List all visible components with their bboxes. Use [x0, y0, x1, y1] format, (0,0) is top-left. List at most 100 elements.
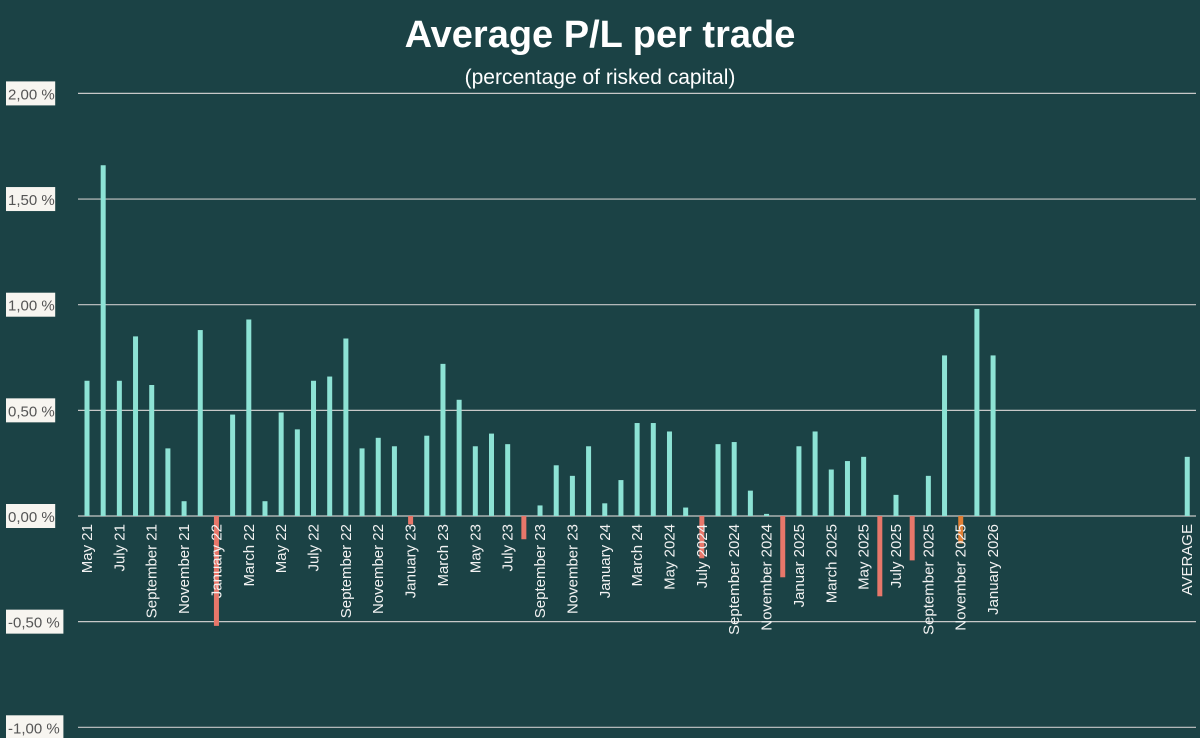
average-bar [1184, 456, 1190, 516]
x-tick-label: January 2026 [985, 524, 1002, 615]
bar [262, 501, 268, 516]
bar [278, 412, 284, 516]
bar [666, 431, 672, 516]
bar [165, 448, 171, 516]
x-tick-label: July 22 [306, 524, 323, 572]
x-tick-label: November 21 [176, 524, 193, 614]
bar [375, 437, 381, 516]
bar [844, 461, 850, 516]
bar [731, 442, 737, 516]
average-label: AVERAGE [1179, 524, 1196, 595]
x-tick-label: July 23 [500, 524, 517, 572]
bar [84, 380, 90, 516]
bar [958, 516, 964, 544]
x-tick-label: March 22 [241, 524, 258, 587]
bar [100, 165, 106, 516]
y-tick-label-bg [6, 292, 56, 317]
bar [893, 494, 899, 516]
x-tick-label: November 2024 [759, 524, 776, 631]
x-tick-label: May 22 [273, 524, 290, 573]
bar [812, 431, 818, 516]
x-tick-label: March 24 [629, 524, 646, 587]
bar [230, 414, 236, 516]
y-tick-label: 1,00 % [8, 298, 55, 315]
y-tick-label-bg [6, 81, 56, 106]
bar [197, 330, 203, 516]
bar [780, 516, 786, 578]
bar [990, 355, 996, 516]
bar [796, 446, 802, 516]
x-tick-label: November 22 [370, 524, 387, 614]
y-tick-label-bg [6, 609, 64, 634]
bar [618, 480, 624, 516]
bar [569, 475, 575, 516]
bar [181, 501, 187, 516]
x-tick-label: January 24 [597, 524, 614, 598]
x-tick-label: May 2024 [661, 524, 678, 590]
y-tick-label-bg [6, 504, 56, 528]
x-tick-label: May 23 [467, 524, 484, 573]
bar [715, 444, 721, 516]
bar [149, 384, 155, 516]
bar [974, 308, 980, 516]
x-tick-label: September 2024 [726, 524, 743, 635]
bar [602, 503, 608, 516]
bar [877, 516, 883, 597]
x-tick-label: January 23 [403, 524, 420, 598]
y-tick-label-bg [6, 187, 56, 212]
y-tick-label: -0,50 % [8, 615, 60, 632]
bar [489, 433, 494, 516]
bar [505, 444, 511, 516]
x-tick-label: July 21 [111, 524, 128, 572]
x-tick-label: May 2025 [856, 524, 873, 590]
bar [133, 336, 139, 516]
bar [634, 423, 640, 516]
x-tick-label: July 2025 [888, 524, 905, 588]
y-tick-label: 0,00 % [8, 509, 55, 526]
x-tick-label: November 2025 [953, 524, 970, 631]
bar [116, 380, 122, 516]
bar [909, 516, 915, 561]
bar [359, 448, 365, 516]
y-tick-label: -1,00 % [8, 720, 60, 737]
bar [391, 446, 397, 516]
bar [586, 446, 592, 516]
bar [764, 513, 770, 516]
bar [440, 363, 446, 516]
bar [456, 399, 462, 516]
bar [553, 465, 559, 516]
bar [828, 469, 834, 516]
x-tick-label: May 21 [79, 524, 96, 573]
bar [343, 338, 349, 516]
x-tick-label: March 2025 [823, 524, 840, 603]
x-tick-label: March 23 [435, 524, 452, 587]
y-tick-label: 0,50 % [8, 403, 55, 420]
y-tick-label: 1,50 % [8, 192, 55, 209]
chart-subtitle: (percentage of risked capital) [464, 66, 736, 89]
bar [472, 446, 478, 516]
y-tick-label: 2,00 % [8, 86, 55, 103]
bar [327, 376, 333, 516]
bar [925, 475, 931, 516]
x-tick-label: September 2025 [920, 524, 937, 635]
x-tick-label: September 22 [338, 524, 355, 618]
bar [683, 507, 689, 516]
bar [650, 423, 656, 516]
y-tick-label-bg [6, 715, 64, 738]
chart-title: Average P/L per trade [404, 14, 796, 56]
x-tick-label: July 2024 [694, 524, 711, 588]
x-tick-label: November 23 [564, 524, 581, 614]
bar [537, 505, 543, 516]
bar [747, 490, 753, 516]
bar [861, 456, 867, 516]
x-tick-label: January 22 [208, 524, 225, 598]
bar [699, 516, 705, 559]
bar [294, 429, 300, 516]
bar [408, 516, 414, 525]
x-tick-label: September 21 [144, 524, 161, 618]
bar [246, 319, 252, 516]
bar [521, 516, 527, 540]
x-tick-label: Januar 2025 [791, 524, 808, 607]
x-tick-label: September 23 [532, 524, 549, 618]
